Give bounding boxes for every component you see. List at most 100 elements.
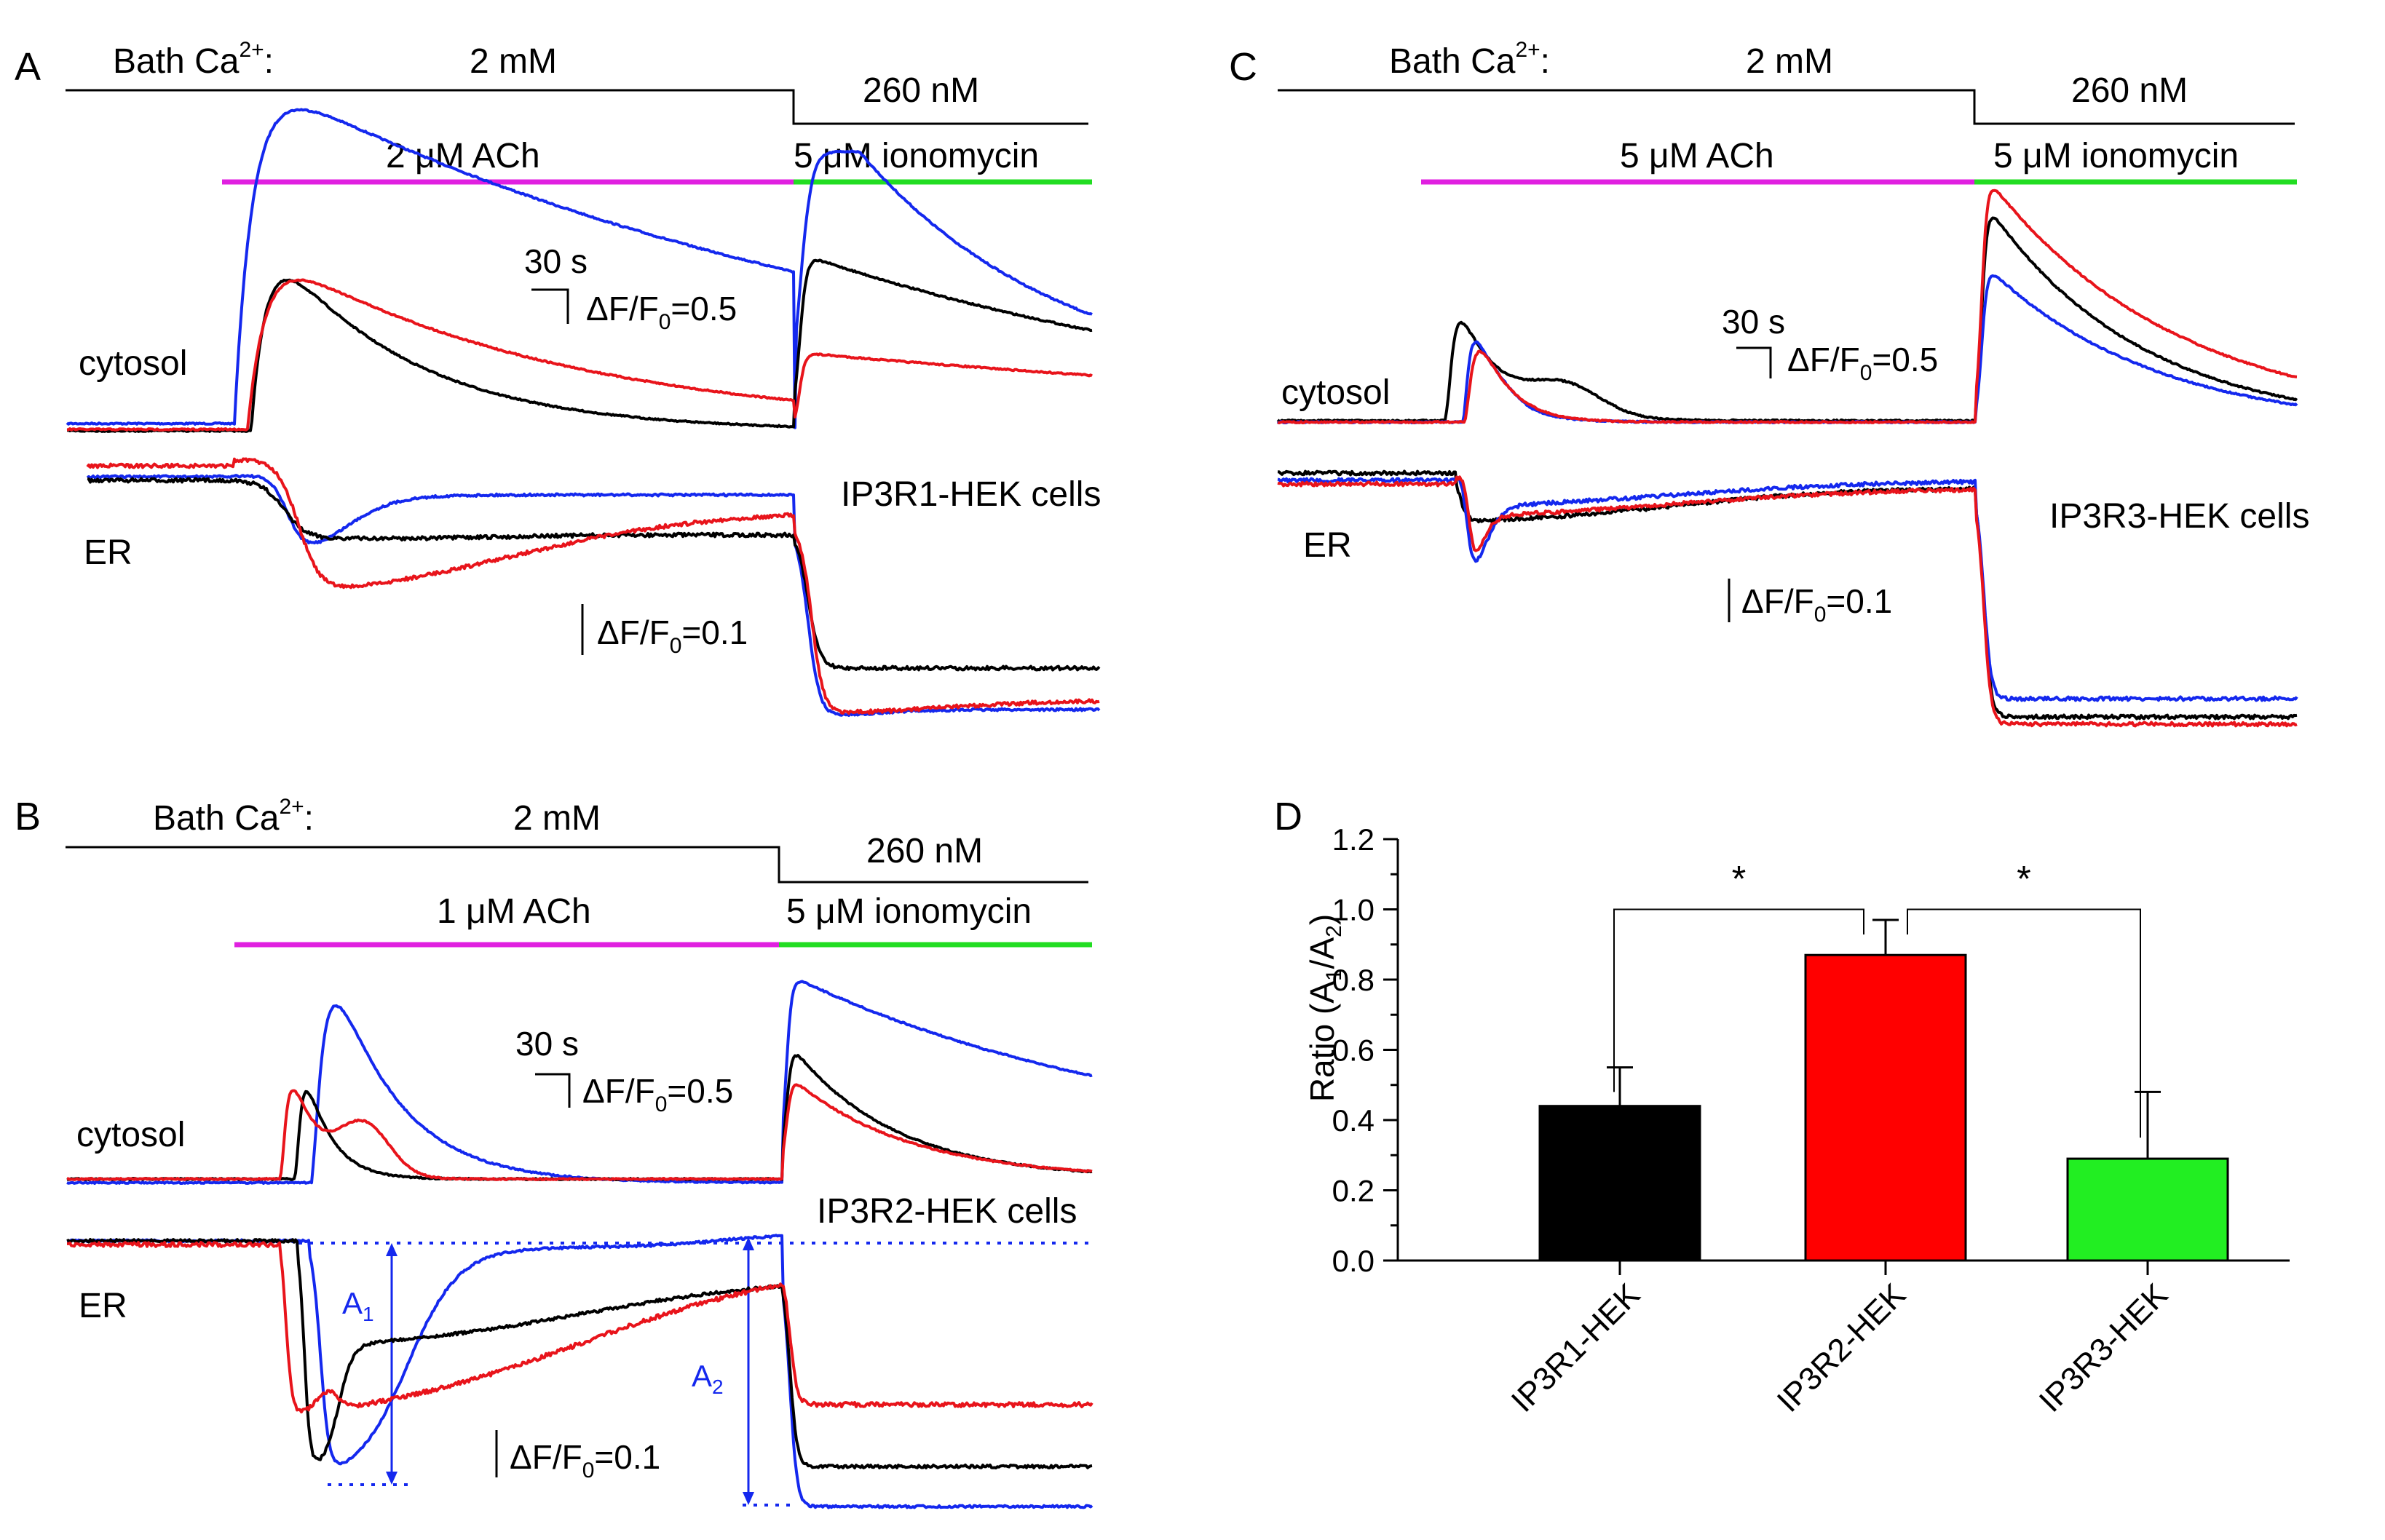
panel-a-bath-sup: 2+ <box>239 38 264 62</box>
panel-c-scale-time: 30 s <box>1722 303 1785 341</box>
panel-d-ylabel-sub2: 2 <box>1322 925 1346 937</box>
panel-a-cytosol-trace-blue <box>66 108 1093 429</box>
panel-c-ionomycin: 5 μM ionomycin <box>1993 137 2239 175</box>
panel-a-bath-label: Bath Ca2+: <box>113 38 274 81</box>
y-tick-label: 0.4 <box>1332 1103 1375 1138</box>
panel-a-er-label: ER <box>84 533 132 572</box>
panel-a-traces <box>66 108 1101 717</box>
panel-c-bath-colon: : <box>1540 42 1550 81</box>
y-tick-label: 0.8 <box>1332 963 1375 997</box>
panel-b-bath-label: Bath Ca2+: <box>153 795 314 838</box>
x-tick-label: IP3R2-HEK <box>1771 1277 1913 1418</box>
panel-a-cytosol-label: cytosol <box>79 344 187 383</box>
panel-b-cytosol-trace-blue <box>66 980 1093 1185</box>
panel-b-scale-er-text: ΔF/F <box>510 1438 582 1476</box>
panel-a-bath-colon: : <box>264 42 274 81</box>
panel-c-cells-label: IP3R3-HEK cells <box>2049 497 2309 536</box>
panel-b-a2-label: A2 <box>692 1359 724 1398</box>
panel-c-scale-er-sub: 0 <box>1814 603 1827 627</box>
panel-a-conc-low: 260 nM <box>863 71 979 110</box>
panel-c-conc-low: 260 nM <box>2071 71 2188 110</box>
panel-b-scale-time: 30 s <box>515 1025 579 1063</box>
panel-c-bath-text: Bath Ca <box>1389 42 1516 81</box>
significance-bracket <box>1613 908 1864 1092</box>
panel-b-bath-text: Bath Ca <box>153 799 280 838</box>
panel-a-scale-bar-cyt <box>531 288 569 324</box>
panel-c-scale-er-val: =0.1 <box>1826 582 1892 620</box>
panel-b-scale-er-val: =0.1 <box>594 1438 660 1476</box>
y-tick-label: 0.2 <box>1332 1174 1375 1208</box>
panel-d-ylabel-mid: /A <box>1303 937 1341 969</box>
panel-c-scale-cyt-sub: 0 <box>1860 361 1872 385</box>
panel-b-bath-sup: 2+ <box>279 795 304 819</box>
panel-a-ionomycin: 5 μM ionomycin <box>794 137 1039 175</box>
panel-b-bath-line <box>66 846 1088 884</box>
panel-c-agonist: 5 μM ACh <box>1620 137 1774 175</box>
panel-a-scale-er: ΔF/F0=0.1 <box>597 614 748 658</box>
panel-b-scale-cyt-sub: 0 <box>655 1092 668 1116</box>
panel-c-scale-cyt-text: ΔF/F <box>1787 341 1860 378</box>
panel-b-scale-bar-cyt <box>535 1073 571 1108</box>
panel-b-scale-er: ΔF/F0=0.1 <box>510 1438 660 1483</box>
panel-c-bath-line <box>1278 89 2295 125</box>
panel-b-a2-sub: 2 <box>712 1376 724 1398</box>
panel-a-conc-high: 2 mM <box>470 42 557 81</box>
significance-star: * <box>2017 859 2030 900</box>
panel-c-scale-bar-cyt <box>1736 346 1772 378</box>
panel-b-conc-high: 2 mM <box>513 799 601 838</box>
x-tick-label: IP3R1-HEK <box>1505 1277 1647 1418</box>
panel-c-cytosol-label: cytosol <box>1281 373 1390 412</box>
panel-c-cytosol-trace-red <box>1277 188 2298 424</box>
panel-b-agonist: 1 μM ACh <box>437 892 591 931</box>
panel-d-letter: D <box>1274 795 1302 838</box>
panel-d-ylabel: Ratio (A1/A2) <box>1303 914 1346 1102</box>
y-tick-label: 0.6 <box>1332 1033 1375 1068</box>
bar-ip3r1-hek <box>1538 1105 1701 1262</box>
panel-a-er-trace-black <box>87 477 1101 672</box>
panel-d-chart: 0.0 0.2 0.4 0.6 0.8 1.0 1.2 IP3R1-HEK IP3R2-HEK I… <box>1332 822 2290 1419</box>
panel-c-er-trace-red <box>1277 475 2298 728</box>
panel-c-bath-label: Bath Ca2+: <box>1389 38 1550 81</box>
panel-a-bath-text: Bath Ca <box>113 42 240 81</box>
panel-b-conc-low: 260 nM <box>866 832 983 870</box>
panel-a-cytosol-trace-red <box>67 278 1093 432</box>
panel-b: B Bath Ca2+: 2 mM 260 nM 1 μM ACh 5 μM i… <box>15 795 1093 1509</box>
panel-c-cytosol-trace-black <box>1276 216 2298 423</box>
panel-a-scale-cyt-val: =0.5 <box>671 290 737 328</box>
panel-c-scale-er: ΔF/F0=0.1 <box>1741 582 1892 627</box>
panel-b-ionomycin: 5 μM ionomycin <box>786 892 1032 931</box>
panel-a-scale-er-sub: 0 <box>670 634 682 658</box>
panel-a-scale-cyt-text: ΔF/F <box>586 290 659 328</box>
panel-b-a1-arrowhead-up <box>386 1243 398 1256</box>
panel-b-cells-label: IP3R2-HEK cells <box>817 1192 1077 1231</box>
panel-b-scale-cyt-text: ΔF/F <box>582 1072 655 1110</box>
y-tick-label: 1.2 <box>1332 822 1375 857</box>
panel-c-scale-cyt-val: =0.5 <box>1872 341 1938 378</box>
panel-d-ylabel-sub1: 1 <box>1322 969 1346 981</box>
panel-b-a2-arrowhead-up <box>743 1237 754 1250</box>
panel-a-cytosol-trace-black <box>66 258 1093 433</box>
panel-b-a1-arrowhead-down <box>386 1472 398 1485</box>
x-tick-label: IP3R3-HEK <box>2033 1277 2175 1418</box>
panel-c-bath-sup: 2+ <box>1515 38 1540 62</box>
panel-b-cytosol-label: cytosol <box>76 1116 185 1154</box>
panel-b-scale-er-sub: 0 <box>582 1458 595 1483</box>
panel-c-letter: C <box>1229 45 1257 89</box>
panel-c-conc-high: 2 mM <box>1746 42 1833 81</box>
panel-b-cytosol-trace-red <box>66 1083 1093 1181</box>
panel-b-a1-label: A1 <box>342 1286 374 1325</box>
panel-c-traces <box>1276 188 2298 728</box>
panel-c-scale-cyt: ΔF/F0=0.5 <box>1787 341 1938 385</box>
panel-c-scale-er-text: ΔF/F <box>1741 582 1814 620</box>
panel-b-a1-text: A <box>342 1286 363 1320</box>
panel-b-er-label: ER <box>79 1287 127 1325</box>
y-tick-label: 1.0 <box>1332 893 1375 927</box>
significance-star: * <box>1732 859 1746 900</box>
panel-b-scale-cyt: ΔF/F0=0.5 <box>582 1072 733 1116</box>
panel-a-agonist: 2 μM ACh <box>386 137 540 175</box>
panel-b-cytosol-trace-black <box>66 1054 1093 1181</box>
panel-a-er-trace-blue <box>86 474 1101 717</box>
panel-a-scale-cyt: ΔF/F0=0.5 <box>586 290 737 334</box>
